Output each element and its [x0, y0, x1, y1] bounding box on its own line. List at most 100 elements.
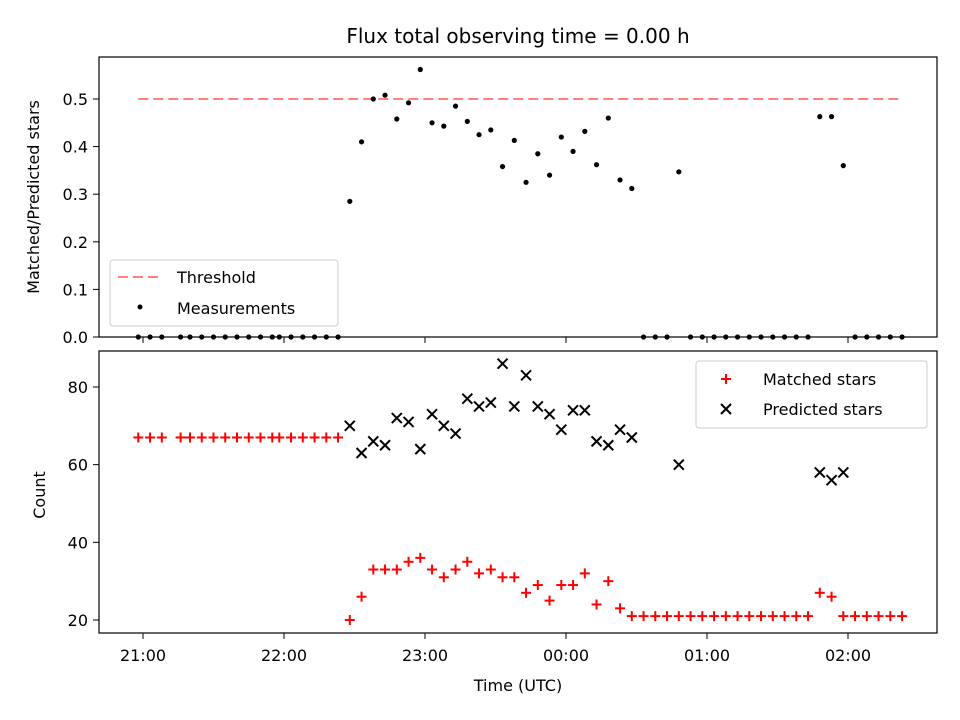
matched-star-point — [615, 603, 626, 614]
matched-star-point — [697, 611, 708, 622]
predicted-star-point — [520, 369, 532, 382]
matched-star-point — [685, 611, 696, 622]
legend-matched-swatch — [721, 374, 731, 384]
matched-star-point — [133, 432, 144, 443]
matched-star-point — [427, 564, 438, 575]
y-tick-label: 0.2 — [63, 233, 88, 252]
predicted-star-point — [367, 435, 380, 448]
matched-star-point — [243, 432, 254, 443]
matched-star-point — [415, 552, 426, 563]
x-tick-label: 22:00 — [261, 646, 307, 665]
predicted-star-point — [379, 439, 391, 451]
predicted-star-point — [438, 420, 450, 432]
matched-star-point — [356, 591, 367, 602]
predicted-star-point — [837, 466, 850, 479]
predicted-star-point — [673, 458, 685, 471]
matched-star-point — [321, 432, 332, 443]
matched-star-point — [591, 599, 602, 610]
matched-star-point — [779, 611, 790, 622]
measurement-point — [441, 123, 447, 129]
x-tick-label: 23:00 — [402, 646, 448, 665]
measurement-point — [593, 162, 600, 168]
matched-star-point — [638, 611, 649, 622]
matched-star-point — [720, 611, 731, 622]
measurement-point — [452, 103, 459, 109]
measurement-point — [476, 132, 482, 138]
predicted-star-point — [426, 408, 438, 420]
y-tick-label: 40 — [68, 533, 88, 552]
matched-star-point — [220, 432, 231, 443]
predicted-star-point — [579, 404, 591, 417]
measurement-point — [817, 114, 823, 120]
legend-threshold-label: Threshold — [176, 268, 256, 287]
y-tick-label: 60 — [68, 456, 88, 475]
matched-star-point — [791, 611, 802, 622]
matched-star-point — [403, 556, 414, 567]
matched-star-point — [814, 587, 825, 598]
predicted-star-point — [461, 392, 474, 405]
measurement-point — [394, 116, 400, 122]
matched-star-point — [175, 432, 186, 443]
predicted-star-point — [496, 357, 509, 370]
x-tick-label: 02:00 — [825, 646, 871, 665]
measurement-point — [582, 128, 588, 134]
matched-star-point — [208, 432, 219, 443]
matched-star-point — [826, 591, 837, 602]
bottom-y-axis-label: Count — [30, 471, 49, 519]
matched-star-point — [803, 611, 814, 622]
matched-star-point — [156, 432, 167, 443]
predicted-star-point — [543, 408, 556, 420]
measurement-point — [488, 127, 494, 133]
predicted-star-point — [614, 424, 626, 436]
measurement-point — [676, 169, 682, 175]
top-legend-box — [109, 259, 339, 327]
y-tick-label: 0.4 — [63, 138, 88, 157]
legend-measurements-label: Measurements — [177, 299, 295, 318]
predicted-star-point — [402, 416, 415, 428]
bottom-legend-box — [695, 360, 928, 429]
matched-star-point — [850, 611, 861, 622]
matched-star-point — [556, 580, 567, 591]
matched-star-point — [744, 611, 755, 622]
matched-star-point — [579, 568, 590, 579]
top-y-axis-label: Matched/Predicted stars — [24, 100, 43, 294]
measurement-point — [358, 139, 365, 145]
predicted-star-point — [814, 466, 826, 479]
measurement-point — [347, 198, 353, 204]
measurement-point — [535, 151, 541, 157]
legend-predicted-label: Predicted stars — [763, 400, 883, 419]
matched-star-point — [380, 564, 391, 575]
matched-star-point — [485, 564, 496, 575]
matched-star-point — [232, 432, 242, 443]
matched-star-point — [873, 611, 884, 622]
predicted-star-point — [355, 447, 368, 459]
predicted-star-point — [602, 439, 615, 451]
matched-star-point — [603, 576, 614, 587]
y-tick-label: 80 — [68, 378, 88, 397]
legend-matched-label: Matched stars — [763, 370, 876, 389]
measurement-point — [405, 100, 412, 106]
matched-star-point — [333, 432, 344, 443]
top-x-ticks — [142, 337, 849, 343]
measurement-point — [417, 66, 423, 73]
matched-star-point — [145, 432, 156, 443]
matched-star-point — [309, 432, 320, 443]
measurement-point — [370, 96, 376, 102]
y-tick-label: 20 — [68, 611, 88, 630]
predicted-star-point — [508, 400, 521, 413]
bottom-x-axis-label: Time (UTC) — [473, 676, 562, 695]
matched-star-point — [462, 556, 473, 567]
matched-star-point — [532, 580, 543, 591]
measurement-point — [382, 92, 388, 98]
matched-star-point — [450, 564, 461, 575]
bottom-plot-frame — [98, 350, 938, 634]
matched-star-point — [274, 432, 285, 443]
predicted-star-point — [344, 420, 356, 432]
measurement-point — [570, 148, 576, 154]
matched-star-point — [544, 595, 555, 606]
matched-star-point — [286, 432, 297, 443]
matched-star-point — [196, 432, 207, 443]
predicted-star-point — [473, 400, 485, 413]
matched-star-point — [756, 611, 767, 622]
